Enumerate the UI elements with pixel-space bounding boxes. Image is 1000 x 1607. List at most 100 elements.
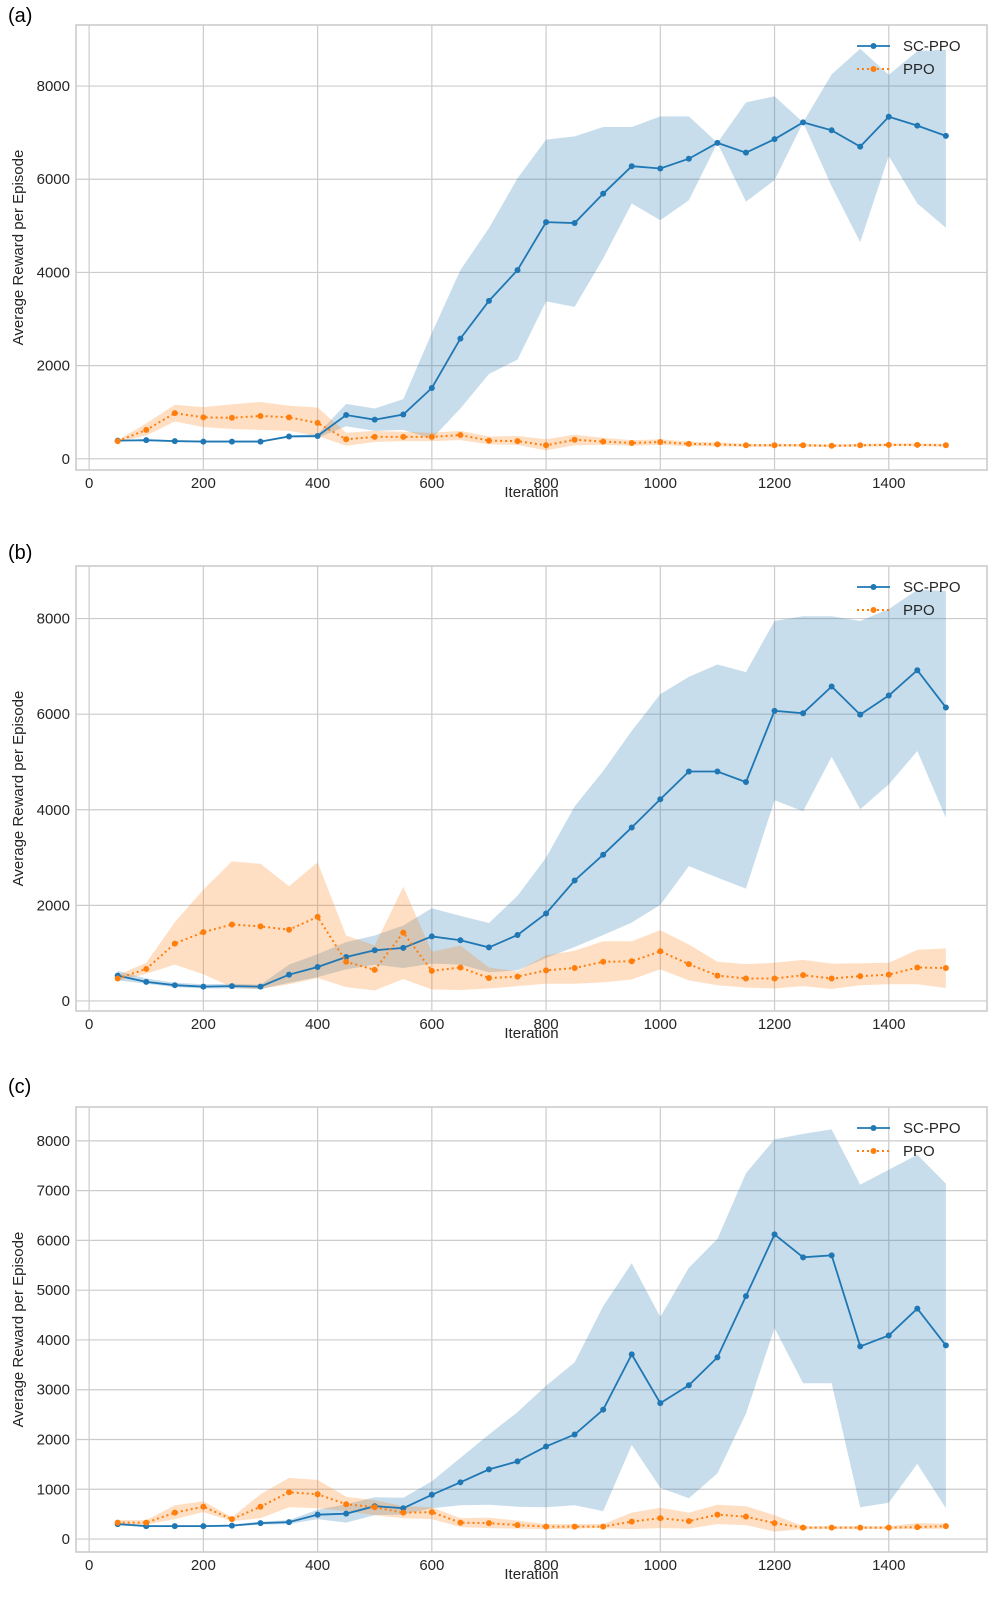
data-point-sc-ppo xyxy=(514,1458,521,1465)
data-point-sc-ppo xyxy=(857,1343,864,1350)
legend: SC-PPO PPO xyxy=(857,579,961,619)
confidence-band-ppo xyxy=(117,1477,946,1532)
data-point-sc-ppo xyxy=(400,411,407,418)
data-point-ppo xyxy=(885,441,892,448)
plot-frame xyxy=(75,565,988,1012)
data-point-ppo xyxy=(457,432,464,439)
plot-area xyxy=(114,1129,949,1532)
data-point-sc-ppo xyxy=(200,1523,207,1530)
legend-marker-ppo xyxy=(870,1148,877,1154)
data-point-sc-ppo xyxy=(371,416,378,423)
data-point-ppo xyxy=(400,1509,407,1516)
data-point-sc-ppo xyxy=(286,433,293,440)
data-point-sc-ppo xyxy=(228,438,235,445)
data-point-ppo xyxy=(171,940,178,947)
data-point-ppo xyxy=(428,967,435,974)
y-tick-label: 4000 xyxy=(37,1332,70,1349)
data-point-sc-ppo xyxy=(771,1231,778,1238)
data-point-ppo xyxy=(657,439,664,446)
data-point-sc-ppo xyxy=(400,1505,407,1512)
data-point-ppo xyxy=(485,975,492,982)
data-point-sc-ppo xyxy=(171,438,178,445)
data-point-sc-ppo xyxy=(543,219,550,226)
data-point-sc-ppo xyxy=(543,1443,550,1450)
data-point-sc-ppo xyxy=(286,1519,293,1526)
x-tick-label: 0 xyxy=(85,1016,93,1033)
data-point-sc-ppo xyxy=(514,932,521,939)
data-point-ppo xyxy=(200,414,207,421)
data-point-sc-ppo xyxy=(485,944,492,951)
data-point-sc-ppo xyxy=(742,779,749,786)
data-point-ppo xyxy=(714,1511,721,1518)
data-point-sc-ppo xyxy=(571,1431,578,1438)
data-point-sc-ppo xyxy=(628,1351,635,1358)
data-point-sc-ppo xyxy=(457,1479,464,1486)
data-point-ppo xyxy=(828,442,835,449)
data-point-ppo xyxy=(800,972,807,979)
data-point-sc-ppo xyxy=(885,1332,892,1339)
data-point-ppo xyxy=(942,442,949,449)
data-point-sc-ppo xyxy=(600,1406,607,1413)
data-point-ppo xyxy=(457,1519,464,1526)
data-point-sc-ppo xyxy=(257,1520,264,1527)
data-point-ppo xyxy=(485,1520,492,1527)
x-tick-label: 600 xyxy=(419,1016,444,1033)
plot-background xyxy=(76,1107,987,1552)
plot-area xyxy=(114,48,949,451)
data-point-sc-ppo xyxy=(257,438,264,445)
x-tick-label: 400 xyxy=(305,1557,330,1574)
y-tick-label: 2000 xyxy=(37,897,70,914)
data-point-ppo xyxy=(942,1523,949,1530)
x-tick-label: 800 xyxy=(534,1016,559,1033)
data-point-ppo xyxy=(314,1491,321,1498)
data-point-sc-ppo xyxy=(714,1354,721,1361)
y-axis-label: Average Reward per Episode xyxy=(10,150,27,346)
y-tick-label: 2000 xyxy=(37,358,70,375)
data-point-sc-ppo xyxy=(543,910,550,917)
data-point-ppo xyxy=(828,975,835,982)
data-point-sc-ppo xyxy=(771,136,778,143)
confidence-band-sc-ppo xyxy=(117,589,946,990)
panel-label: (c) xyxy=(8,1076,31,1098)
data-point-sc-ppo xyxy=(657,1400,664,1407)
data-point-sc-ppo xyxy=(571,877,578,884)
data-point-ppo xyxy=(714,441,721,448)
x-tick-label: 800 xyxy=(534,1557,559,1574)
data-point-sc-ppo xyxy=(457,937,464,944)
plot-area xyxy=(114,589,949,991)
data-point-sc-ppo xyxy=(257,983,264,990)
series-line-ppo xyxy=(117,1491,946,1529)
data-point-sc-ppo xyxy=(514,267,521,274)
data-point-ppo xyxy=(628,439,635,446)
y-tick-label: 7000 xyxy=(37,1183,70,1200)
data-point-ppo xyxy=(543,967,550,974)
data-point-ppo xyxy=(885,1524,892,1531)
x-tick-label: 1200 xyxy=(758,475,791,492)
legend-label-sc-ppo: SC-PPO xyxy=(903,1120,961,1137)
x-tick-label: 200 xyxy=(191,1016,216,1033)
legend-marker-sc-ppo xyxy=(870,1125,877,1131)
data-point-ppo xyxy=(171,1509,178,1516)
legend-label-ppo: PPO xyxy=(903,61,935,78)
data-point-sc-ppo xyxy=(600,190,607,197)
y-tick-label: 6000 xyxy=(37,1232,70,1249)
data-point-sc-ppo xyxy=(428,933,435,940)
data-point-sc-ppo xyxy=(428,1491,435,1498)
data-point-sc-ppo xyxy=(857,711,864,718)
data-point-sc-ppo xyxy=(714,768,721,775)
data-point-ppo xyxy=(200,929,207,936)
data-point-ppo xyxy=(571,436,578,443)
data-point-ppo xyxy=(514,1522,521,1529)
series-line-ppo xyxy=(117,915,946,980)
data-point-sc-ppo xyxy=(685,155,692,162)
data-point-ppo xyxy=(343,1501,350,1508)
y-tick-label: 6000 xyxy=(37,171,70,188)
series-line-sc-ppo xyxy=(117,1233,947,1528)
legend: SC-PPO PPO xyxy=(857,38,961,78)
series-line-sc-ppo xyxy=(117,115,947,443)
legend-label-sc-ppo: SC-PPO xyxy=(903,579,961,596)
x-axis-label: Iteration xyxy=(504,1025,558,1042)
x-tick-label: 1400 xyxy=(872,1016,905,1033)
x-axis-label: Iteration xyxy=(504,1566,558,1583)
